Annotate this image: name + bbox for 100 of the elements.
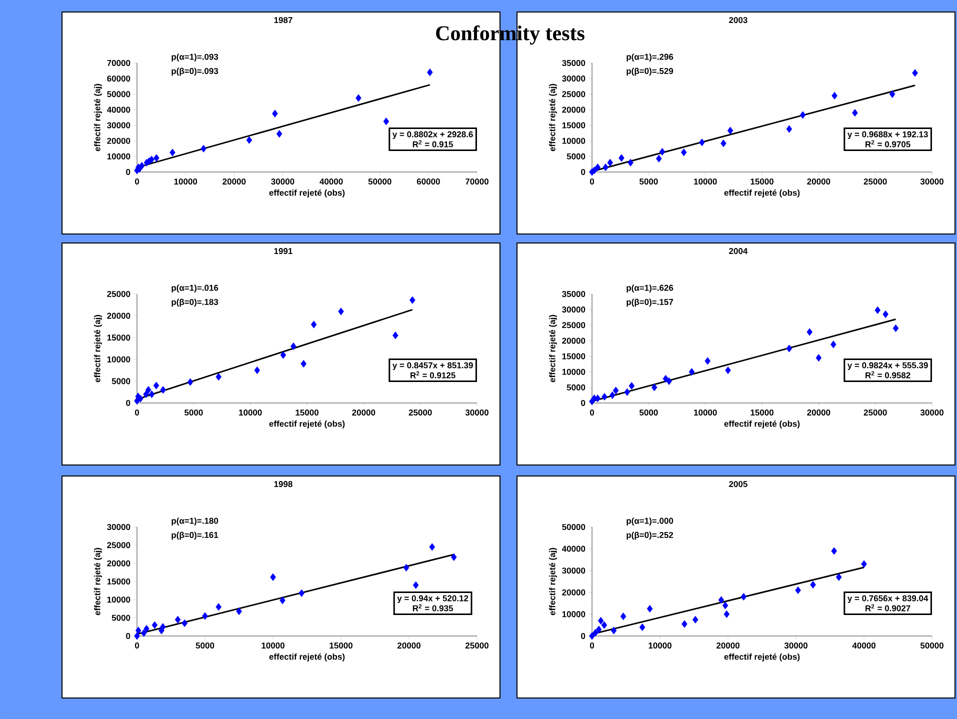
point (134, 632, 140, 640)
x-tick-label: 10000 (262, 642, 284, 649)
chart-title: 2003 (729, 17, 748, 24)
point (182, 619, 188, 628)
point (429, 543, 436, 551)
y-tick-label: 50000 (562, 524, 586, 530)
point (659, 148, 666, 156)
point (832, 92, 838, 100)
y-axis-title: effectif rejeté (aj) (548, 84, 557, 152)
annotation: p(β=0)=.529 (626, 68, 674, 76)
y-tick-label: 5000 (566, 384, 586, 390)
annotation: p(β=0)=.252 (626, 532, 674, 540)
y-tick-label: 20000 (562, 589, 586, 596)
point (383, 118, 390, 126)
y-tick-label: 10000 (107, 596, 130, 603)
x-tick-label: 50000 (368, 178, 392, 185)
point (153, 382, 160, 390)
point (680, 148, 687, 156)
y-tick-label: 40000 (106, 106, 130, 113)
x-tick-label: 25000 (408, 410, 432, 416)
x-tick-label: 20000 (807, 410, 830, 416)
annotation: y = 0.9824x + 555.39 (847, 362, 928, 370)
point (720, 140, 726, 148)
annotation: R$^{2}$ = 0.9125 (410, 371, 456, 378)
point (300, 360, 307, 368)
point (722, 602, 728, 610)
text: p(α=1)=.093 (172, 54, 218, 62)
point (795, 586, 801, 594)
point (589, 632, 595, 640)
y-tick-label: 25000 (562, 322, 586, 328)
point (202, 612, 208, 620)
x-tick-label: 20000 (807, 178, 830, 185)
x-tick-label: 50000 (920, 642, 944, 649)
point (426, 68, 433, 76)
y-tick-label: 5000 (566, 153, 586, 160)
point (272, 110, 278, 118)
y-tick-label: 15000 (562, 353, 586, 360)
point (290, 342, 296, 350)
point (138, 394, 144, 402)
point (692, 616, 698, 624)
point (882, 310, 888, 318)
point (816, 354, 822, 362)
point (145, 386, 152, 394)
point (806, 328, 813, 336)
y-tick-label: 25000 (107, 290, 130, 297)
y-tick-label: 15000 (562, 122, 586, 128)
y-tick-label: 0 (126, 168, 130, 175)
x-axis-title: effectif rejeté (obs) (724, 189, 800, 198)
annotation: R$^{2}$ = 0.9027 (866, 604, 910, 612)
y-tick-label: 10000 (562, 611, 586, 618)
point (216, 373, 222, 381)
point (718, 596, 724, 604)
point (628, 382, 635, 390)
x-tick-label: 10000 (239, 410, 262, 416)
x-tick-label: 10000 (174, 178, 198, 185)
point (639, 623, 646, 632)
x-tick-label: 10000 (648, 642, 672, 649)
point (666, 377, 672, 385)
x-tick-label: 30000 (920, 178, 944, 185)
x-tick-label: 10000 (694, 178, 717, 185)
point (236, 607, 242, 616)
point (704, 357, 711, 365)
y-axis-title: effectif rejeté (aj) (94, 314, 102, 382)
point (830, 340, 836, 348)
annotation: R$^{2}$ = 0.9582 (866, 371, 910, 378)
point (310, 320, 317, 328)
point (892, 324, 899, 332)
x-tick-label: 5000 (196, 642, 214, 649)
chart-title: 2005 (729, 481, 748, 488)
x-tick-label: 5000 (639, 178, 658, 185)
point (160, 623, 166, 631)
y-tick-label: 10000 (107, 153, 130, 160)
annotation: R$^{2}$ = 0.935 (412, 604, 454, 612)
y-tick-label: 20000 (107, 312, 130, 319)
annotation: p(β=0)=.161 (172, 532, 218, 540)
chart-title: 1998 (274, 481, 292, 488)
point (596, 626, 602, 634)
x-tick-label: 0 (134, 178, 140, 185)
point (148, 390, 155, 398)
point (246, 136, 252, 144)
point (187, 378, 194, 386)
point (298, 589, 304, 597)
point (598, 616, 604, 625)
point (276, 130, 282, 138)
annotation: p(β=0)=.183 (172, 298, 218, 307)
y-tick-label: 0 (581, 632, 586, 639)
x-tick-label: 60000 (416, 178, 440, 185)
y-tick-label: 0 (581, 400, 586, 406)
point (874, 306, 881, 314)
chart-title: 2004 (729, 248, 748, 254)
point (612, 386, 619, 394)
point (810, 580, 816, 589)
point (154, 154, 160, 162)
point (138, 162, 145, 170)
y-tick-label: 30000 (107, 524, 130, 530)
point (338, 308, 344, 316)
point (786, 125, 792, 133)
x-tick-label: 20000 (352, 410, 376, 416)
y-tick-label: 15000 (107, 334, 130, 341)
y-tick-label: 40000 (562, 546, 586, 552)
